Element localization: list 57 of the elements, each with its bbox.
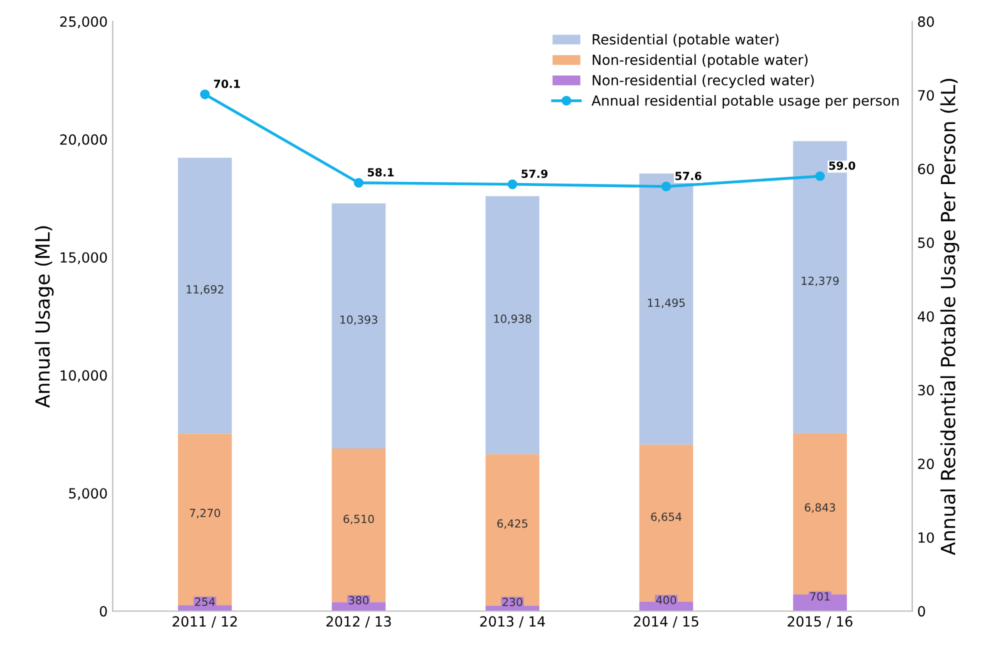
x-tick-label: 2011 / 12 xyxy=(172,616,237,628)
point xyxy=(815,171,825,182)
data-label: 11,692 xyxy=(186,285,224,295)
y-tick-label: 20,000 xyxy=(60,134,107,146)
bar xyxy=(178,434,232,606)
y-tick-label: 10,000 xyxy=(60,370,107,382)
y2-tick-label: 40 xyxy=(918,311,934,322)
x-tick-label: 2014 / 15 xyxy=(634,616,698,628)
y2-tick-label: 60 xyxy=(918,164,934,174)
data-label: 6,843 xyxy=(804,503,836,513)
point xyxy=(508,179,518,190)
y2-tick-label: 30 xyxy=(918,384,934,396)
x-tick-label: 2015 / 16 xyxy=(788,616,852,628)
y2-tick-label: 80 xyxy=(918,16,934,27)
bar xyxy=(486,454,540,606)
y2-axis-title: Annual Residential Potable Usage Per Person (kL) xyxy=(940,78,960,556)
data-label: 59.0 xyxy=(829,161,856,170)
bar xyxy=(332,203,386,449)
data-label: 10,393 xyxy=(340,315,378,325)
bar xyxy=(178,158,232,434)
point xyxy=(354,178,364,188)
legend-label: Non-residential (recycled water) xyxy=(592,74,814,88)
data-label: 57.6 xyxy=(675,172,702,180)
legend-label: Non-residential (potable water) xyxy=(592,54,808,68)
data-label: 57.9 xyxy=(522,170,548,178)
data-label: 6,510 xyxy=(344,514,374,524)
data-label: 10,938 xyxy=(494,314,532,324)
bar xyxy=(332,448,386,602)
y-tick-label: 0 xyxy=(100,606,107,617)
data-label: 701 xyxy=(810,592,830,601)
data-label: 6,654 xyxy=(651,512,682,522)
y2-tick-label: 0 xyxy=(918,606,926,617)
y-tick-label: 15,000 xyxy=(60,252,107,264)
x-tick-label: 2012 / 13 xyxy=(326,616,391,628)
y-tick-label: 25,000 xyxy=(60,16,107,28)
data-label: 254 xyxy=(195,598,215,606)
y-axis-title: Annual Usage (ML) xyxy=(34,226,54,408)
data-label: 12,379 xyxy=(802,276,839,286)
y2-tick-label: 50 xyxy=(918,237,934,248)
y-tick-label: 5,000 xyxy=(69,488,107,500)
legend-label: Annual residential potable usage per person xyxy=(592,95,899,108)
data-label: 58.1 xyxy=(368,168,394,176)
data-label: 6,425 xyxy=(497,519,528,529)
x-tick-label: 2013 / 14 xyxy=(480,616,545,628)
y2-tick-label: 10 xyxy=(918,532,934,543)
y2-tick-label: 20 xyxy=(918,458,934,470)
legend-label: Residential (potable water) xyxy=(592,34,778,48)
point xyxy=(661,182,672,192)
data-label: 7,270 xyxy=(190,508,220,518)
bar xyxy=(486,196,540,454)
point xyxy=(200,89,210,100)
y2-tick-label: 70 xyxy=(918,90,934,101)
data-label: 11,495 xyxy=(648,298,685,308)
data-label: 380 xyxy=(348,596,369,604)
data-label: 70.1 xyxy=(214,80,240,88)
data-label: 400 xyxy=(656,596,676,604)
data-label: 230 xyxy=(502,598,522,606)
